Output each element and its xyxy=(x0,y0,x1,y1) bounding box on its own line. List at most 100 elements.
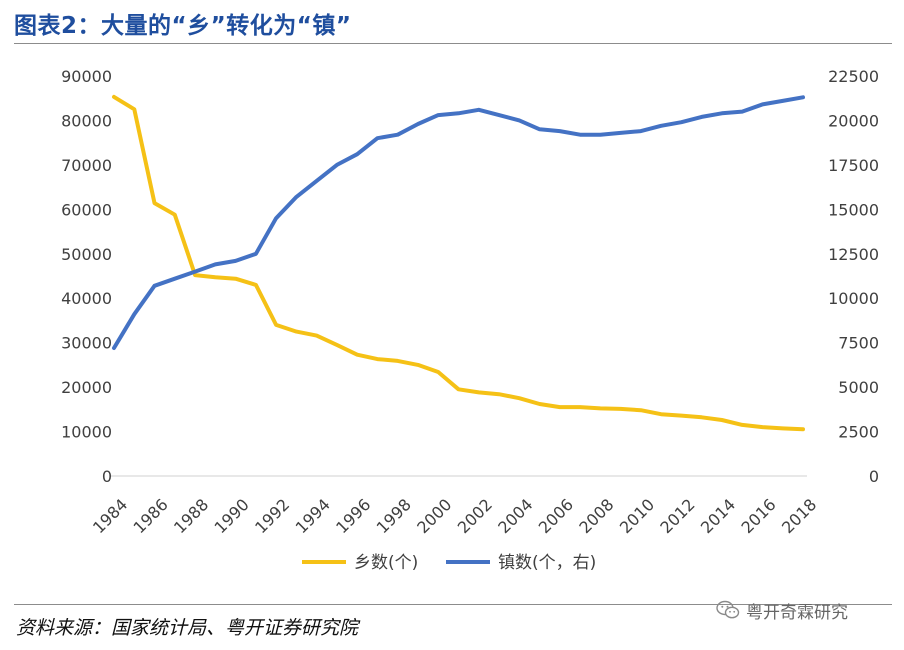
data-point xyxy=(132,107,136,111)
title-divider xyxy=(14,43,892,44)
x-tick-label: 2010 xyxy=(616,495,658,537)
y-right-tick-label: 22500 xyxy=(828,67,879,86)
data-point xyxy=(457,387,460,391)
y-right-tick-label: 12500 xyxy=(828,245,879,264)
data-point xyxy=(578,133,582,137)
data-point xyxy=(234,277,238,281)
data-point xyxy=(558,129,562,133)
data-point xyxy=(801,95,805,99)
y-left-tick-label: 20000 xyxy=(61,378,112,397)
data-point xyxy=(700,115,704,119)
y-left-tick-label: 30000 xyxy=(61,334,112,353)
x-tick-label: 1988 xyxy=(170,495,212,537)
x-tick-label: 1998 xyxy=(373,495,415,537)
x-tick-label: 2016 xyxy=(737,495,779,537)
data-point xyxy=(274,323,278,327)
data-point xyxy=(497,392,501,396)
x-tick-label: 1990 xyxy=(211,495,253,537)
y-right-tick-label: 20000 xyxy=(828,111,879,130)
y-right-tick-label: 5000 xyxy=(838,378,879,397)
data-point xyxy=(193,273,197,277)
data-point xyxy=(700,415,704,419)
data-point xyxy=(153,284,156,288)
x-tick-label: 1986 xyxy=(130,495,172,537)
y-left-tick-label: 80000 xyxy=(61,111,112,130)
data-point xyxy=(740,110,744,114)
y-left-tick-label: 10000 xyxy=(61,423,112,442)
legend: 乡数(个) 镇数(个，右) xyxy=(302,553,596,573)
data-point xyxy=(558,405,562,409)
data-point xyxy=(396,359,400,363)
data-point xyxy=(598,406,602,410)
data-point xyxy=(517,396,521,400)
y-right-tick-label: 7500 xyxy=(838,334,879,353)
data-point xyxy=(457,111,460,115)
data-point xyxy=(781,426,785,430)
watermark: 粤开奇霖研究 xyxy=(716,596,848,624)
data-point xyxy=(375,136,379,140)
source-note: 资料来源：国家统计局、粤开证券研究院 xyxy=(16,617,359,639)
data-point xyxy=(234,259,238,263)
x-tick-label: 2006 xyxy=(535,495,577,537)
data-point xyxy=(173,277,177,281)
data-point xyxy=(639,408,643,412)
wechat-icon xyxy=(716,600,740,619)
data-point xyxy=(801,427,805,431)
y-left-tick-label: 0 xyxy=(102,467,112,486)
y-axis-left: 0 10000 20000 30000 40000 50000 60000 70000 8000… xyxy=(61,67,112,486)
x-tick-label: 2004 xyxy=(494,495,536,537)
data-point xyxy=(761,425,764,429)
data-point xyxy=(274,216,278,220)
data-point xyxy=(436,370,440,374)
footer-divider xyxy=(14,604,892,605)
data-point xyxy=(254,283,258,287)
y-left-tick-label: 60000 xyxy=(61,200,112,219)
data-point xyxy=(659,124,663,128)
data-point xyxy=(639,129,643,133)
data-point xyxy=(254,252,258,256)
data-point xyxy=(679,120,683,124)
y-left-tick-label: 40000 xyxy=(61,289,112,308)
x-tick-label: 2002 xyxy=(454,495,496,537)
data-point xyxy=(477,108,481,112)
y-right-tick-label: 2500 xyxy=(838,423,879,442)
data-point xyxy=(761,102,764,106)
data-point xyxy=(315,334,319,338)
y-axis-right: 0 2500 5000 7500 10000 12500 15000 17500 20000 22… xyxy=(828,67,879,486)
data-point xyxy=(396,133,400,137)
data-point xyxy=(355,152,359,156)
x-tick-label: 2008 xyxy=(575,495,617,537)
data-point xyxy=(173,213,177,217)
data-point xyxy=(720,418,724,422)
data-point xyxy=(679,414,683,418)
y-right-tick-label: 0 xyxy=(869,467,879,486)
data-point xyxy=(659,412,663,416)
data-point xyxy=(335,163,339,167)
data-point xyxy=(720,111,724,115)
x-tick-label: 1992 xyxy=(251,495,293,537)
data-point xyxy=(436,113,440,117)
watermark-text: 粤开奇霖研究 xyxy=(746,602,848,623)
y-left-tick-label: 50000 xyxy=(61,245,112,264)
legend-label-1: 镇数(个，右) xyxy=(498,553,596,573)
data-point xyxy=(477,390,481,394)
series-line-1 xyxy=(112,95,805,350)
x-axis-ticks: 1984198619881990199219941996199820002002… xyxy=(89,495,820,537)
data-point xyxy=(193,270,197,274)
x-tick-label: 1996 xyxy=(332,495,374,537)
data-point xyxy=(112,95,116,99)
data-point xyxy=(335,343,339,347)
x-tick-label: 1994 xyxy=(292,495,334,537)
y-right-tick-label: 17500 xyxy=(828,156,879,175)
data-point xyxy=(294,195,298,199)
data-point xyxy=(112,346,116,350)
data-point xyxy=(781,99,785,103)
y-left-tick-label: 90000 xyxy=(61,67,112,86)
x-tick-label: 1984 xyxy=(89,495,131,537)
data-point xyxy=(132,312,136,316)
x-tick-label: 2018 xyxy=(778,495,820,537)
x-tick-label: 2012 xyxy=(656,495,698,537)
data-point xyxy=(315,179,319,183)
data-point xyxy=(294,330,298,334)
data-point xyxy=(619,407,623,411)
